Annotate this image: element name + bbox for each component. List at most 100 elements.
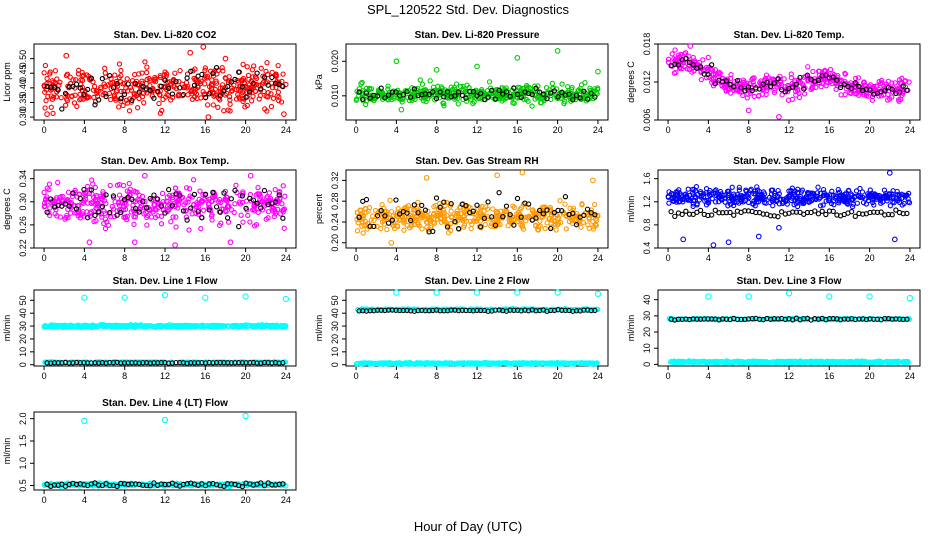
data-point [411,89,417,95]
data-point [131,214,137,220]
data-point [354,210,361,216]
data-point [542,225,548,232]
reference-point [900,83,906,89]
data-point [810,190,816,196]
y-tick-label: 10 [18,347,28,357]
data-point [854,200,860,206]
data-points [353,48,601,113]
reference-point [393,89,399,95]
data-point [454,208,460,214]
data-point [486,79,493,85]
data-point [65,215,71,221]
data-point [238,212,244,218]
x-tick-label: 24 [281,125,291,135]
data-point [124,100,131,106]
data-point [197,188,203,194]
outlier-point [44,111,50,118]
y-tick-label: 0.20 [330,234,340,252]
data-point [482,221,488,228]
data-point [168,219,174,225]
reference-point [378,207,384,214]
data-point [124,216,130,223]
data-point [153,207,159,213]
reference-point [400,92,406,98]
data-point [525,204,531,210]
spike-point [473,289,481,296]
data-point [84,95,90,101]
data-point [218,199,224,206]
data-point [202,75,208,81]
data-point [433,213,440,220]
reference-point [823,72,829,79]
data-point [136,192,142,198]
data-point [240,98,246,105]
data-point [533,222,539,228]
x-tick-label: 8 [746,253,751,263]
data-point [226,74,232,80]
data-point [771,89,778,96]
data-point [863,93,870,99]
x-tick-label: 8 [434,253,439,263]
reference-point [727,209,733,216]
reference-point [221,88,227,94]
reference-point [422,207,429,213]
data-point [172,185,179,191]
data-point [777,196,783,202]
data-point [706,192,713,198]
data-point [518,86,524,93]
data-point [485,216,491,222]
data-point [52,68,59,74]
data-point [443,199,450,206]
data-point [504,208,510,215]
data-point [468,225,474,232]
data-point [884,198,890,204]
data-point [795,186,801,192]
data-point [401,227,407,233]
reference-point [180,208,187,214]
data-point [353,97,360,103]
reference-point [202,191,209,197]
reference-point [452,219,458,225]
reference-point [544,95,550,102]
data-point [98,84,104,90]
data-point [665,59,672,65]
x-tick-label: 12 [160,253,170,263]
data-point [411,218,417,224]
x-tick-label: 4 [706,125,711,135]
data-point [672,191,679,197]
outlier-point [131,239,138,246]
data-point [268,91,274,97]
data-point [686,192,693,199]
data-point [102,83,109,89]
data-point [691,68,697,74]
data-point [258,65,264,71]
data-point [280,209,286,215]
data-point [481,213,487,219]
reference-point [169,91,176,97]
data-point [712,67,718,73]
data-point [162,69,168,75]
reference-point [452,93,458,99]
reference-point [566,91,572,97]
data-point [807,199,813,205]
y-tick-label: 0 [330,362,340,367]
reference-point [140,198,146,205]
reference-point [59,106,65,112]
reference-point [199,215,205,221]
reference-point [551,88,558,94]
data-point [772,87,778,93]
data-point [736,187,742,193]
data-point [671,198,677,205]
x-tick-label: 12 [784,125,794,135]
data-point [739,193,745,199]
reference-point [92,212,98,219]
reference-point [584,96,591,102]
data-point [873,196,880,202]
reference-point [84,86,91,93]
y-tick-label: 30 [330,321,340,331]
data-point [172,70,178,76]
data-point [166,192,173,199]
data-point [805,64,811,70]
data-point [673,69,679,76]
